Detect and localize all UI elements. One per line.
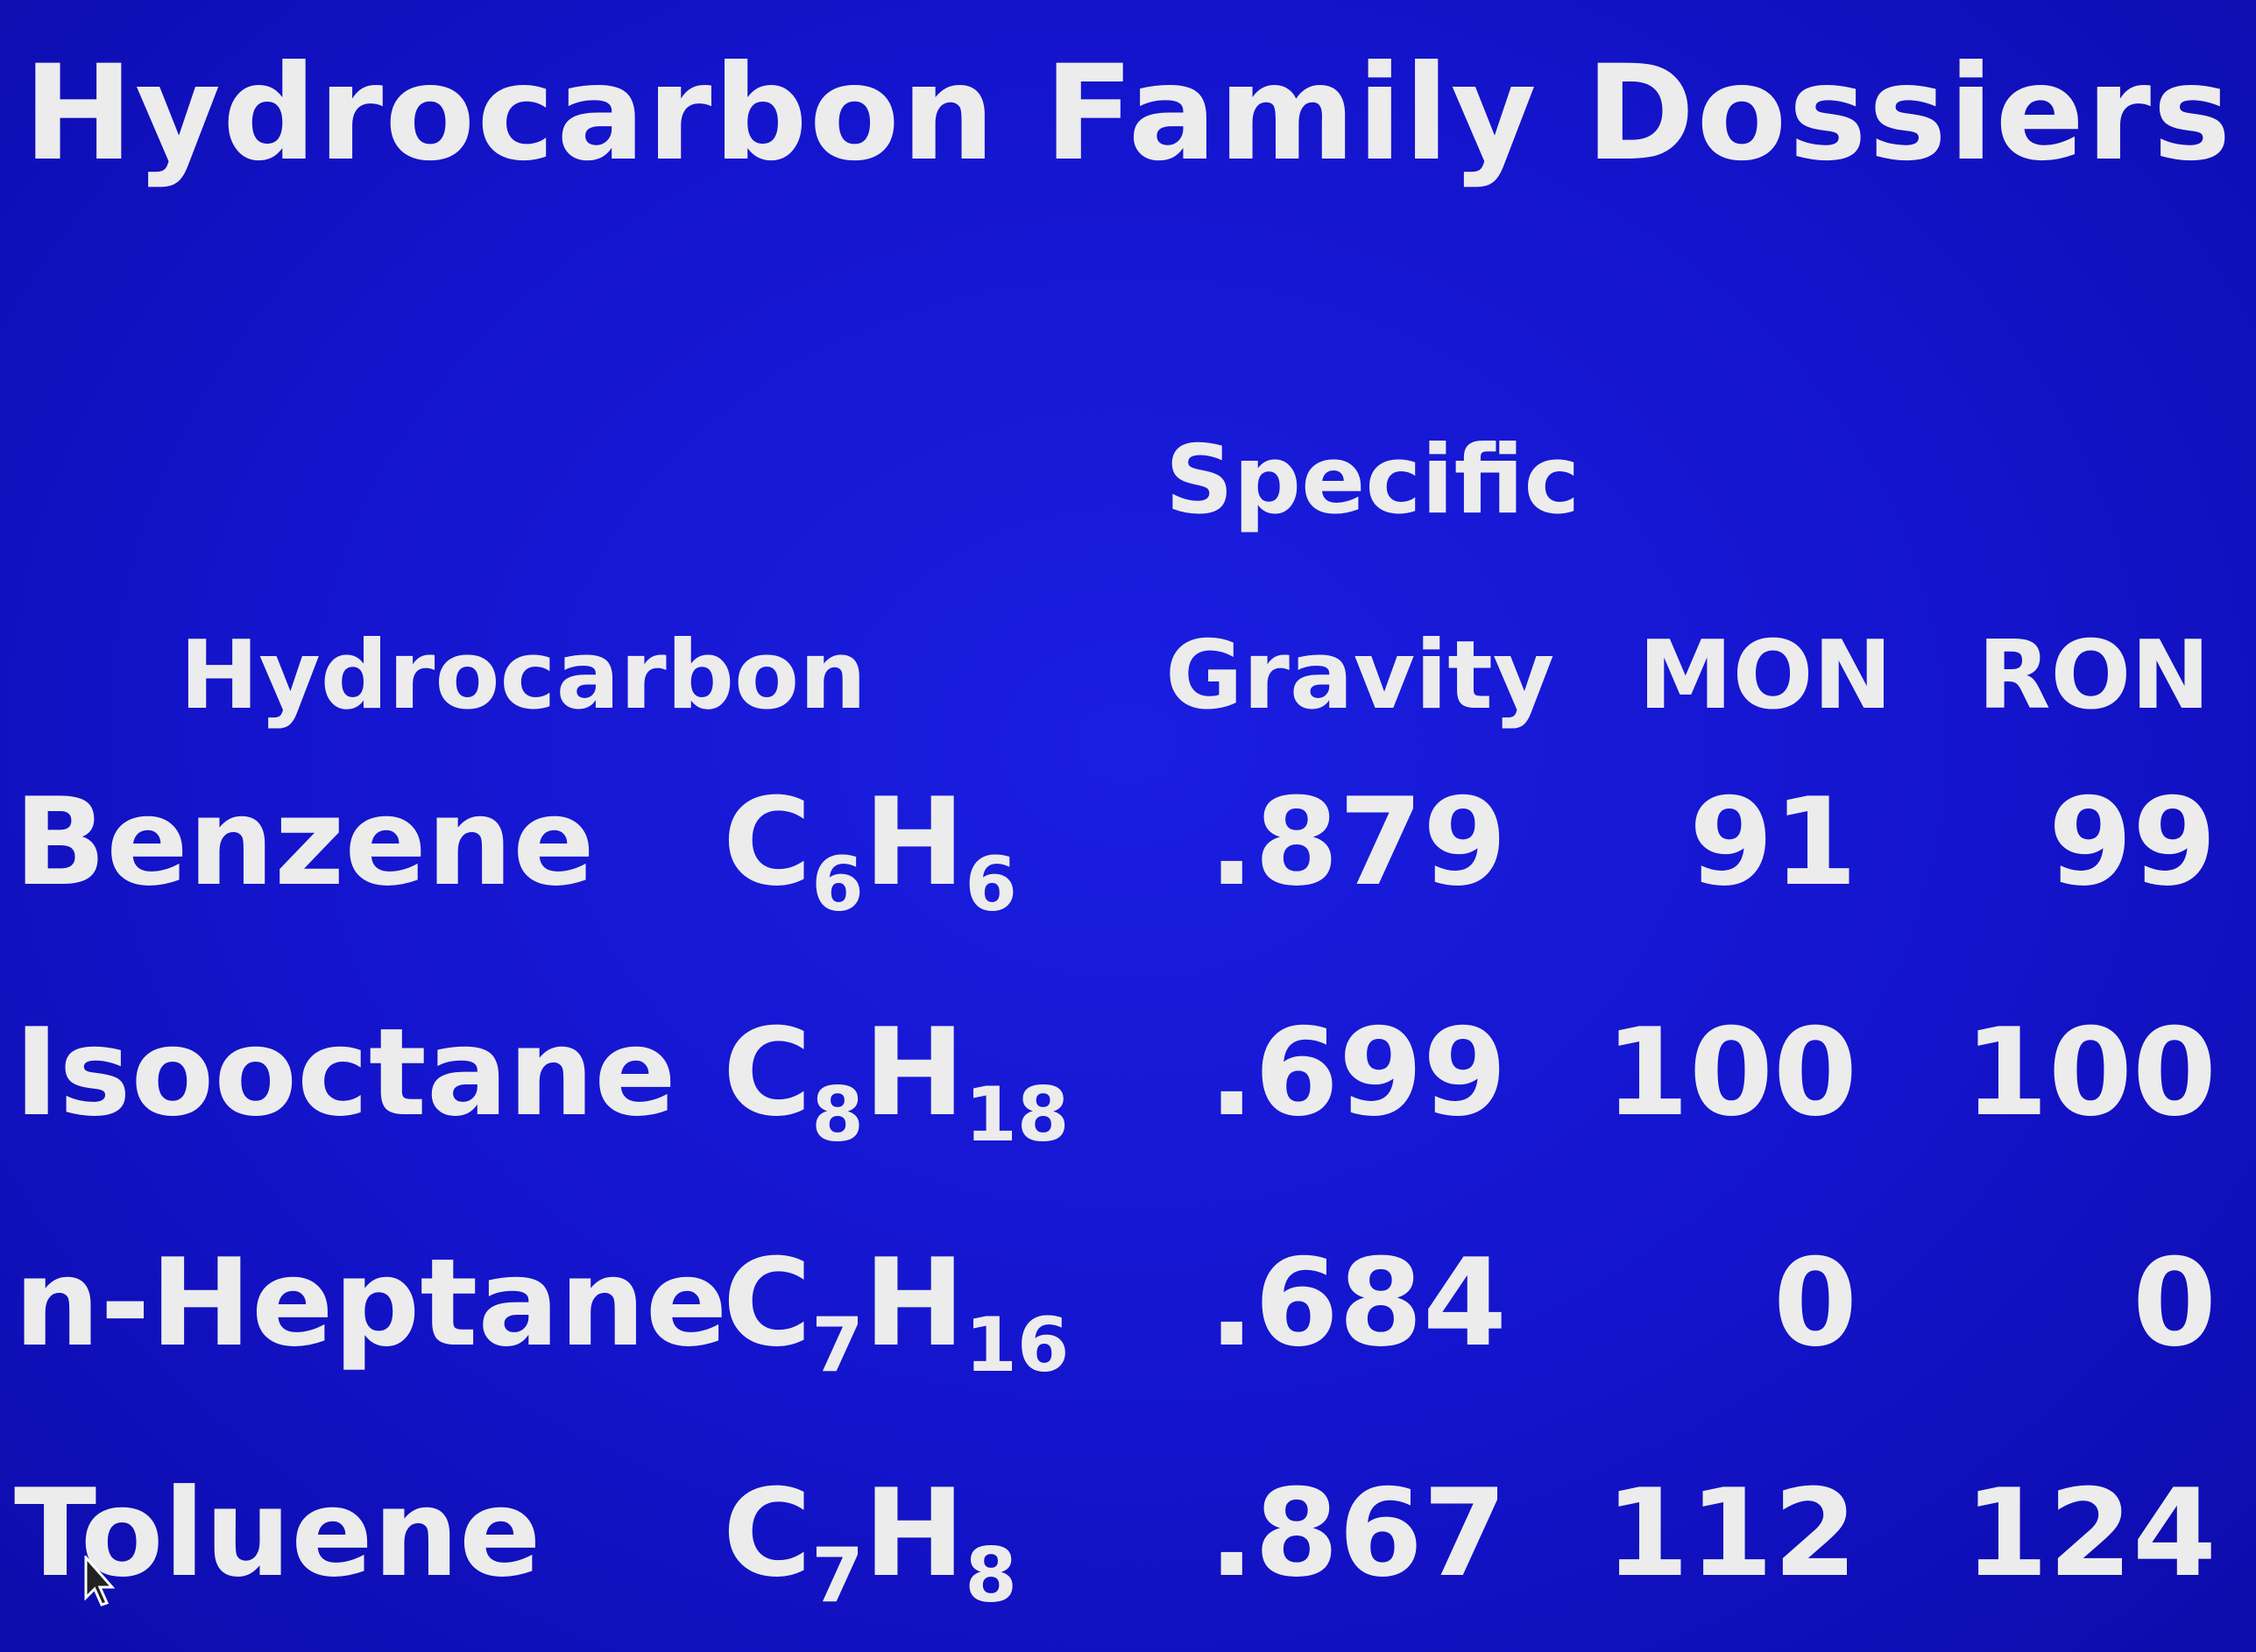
mon-value: 112: [1604, 1463, 1857, 1604]
formula-c: C: [723, 772, 812, 913]
hydrogen-count: 16: [965, 1302, 1070, 1389]
ron-value: 0: [2132, 1232, 2217, 1373]
mon-value: 0: [1772, 1232, 1857, 1373]
chemical-formula: C8H18: [723, 1013, 1069, 1154]
header-hydrocarbon: Hydrocarbon: [180, 621, 867, 731]
page-title: Hydrocarbon Family Dossiers: [23, 38, 2233, 190]
header-gravity: Gravity: [1165, 621, 1555, 731]
hydrogen-count: 8: [965, 1532, 1017, 1620]
mon-value: 100: [1604, 1002, 1857, 1143]
specific-gravity: .879: [1208, 772, 1508, 913]
header-specific: Specific: [1165, 426, 1581, 535]
chemical-formula: C7H16: [723, 1243, 1069, 1384]
formula-c: C: [723, 1232, 812, 1373]
hydrocarbon-name: n-Heptane: [14, 1232, 728, 1373]
ron-value: 100: [1963, 1002, 2217, 1143]
chemical-formula: C7H8: [723, 1473, 1017, 1614]
mouse-pointer-icon: [84, 1556, 116, 1606]
carbon-count: 6: [811, 841, 864, 928]
specific-gravity: .699: [1208, 1002, 1508, 1143]
formula-c: C: [723, 1463, 812, 1604]
ron-value: 124: [1963, 1463, 2217, 1604]
formula-h: H: [863, 1232, 965, 1373]
hydrogen-count: 6: [965, 841, 1017, 928]
chemical-formula: C6H6: [723, 782, 1017, 923]
specific-gravity: .684: [1208, 1232, 1508, 1373]
header-ron: RON: [1977, 621, 2210, 731]
specific-gravity: .867: [1208, 1463, 1508, 1604]
formula-h: H: [863, 1463, 965, 1604]
carbon-count: 7: [811, 1302, 864, 1389]
formula-h: H: [863, 1002, 965, 1143]
hydrocarbon-name: Benzene: [14, 772, 595, 913]
formula-h: H: [863, 772, 965, 913]
formula-c: C: [723, 1002, 812, 1143]
hydrogen-count: 18: [965, 1071, 1070, 1159]
mon-value: 91: [1688, 772, 1857, 913]
carbon-count: 8: [811, 1071, 864, 1159]
hydrocarbon-name: Isooctane: [14, 1002, 676, 1143]
ron-value: 99: [2047, 772, 2217, 913]
header-mon: MON: [1638, 621, 1892, 731]
carbon-count: 7: [811, 1532, 864, 1620]
